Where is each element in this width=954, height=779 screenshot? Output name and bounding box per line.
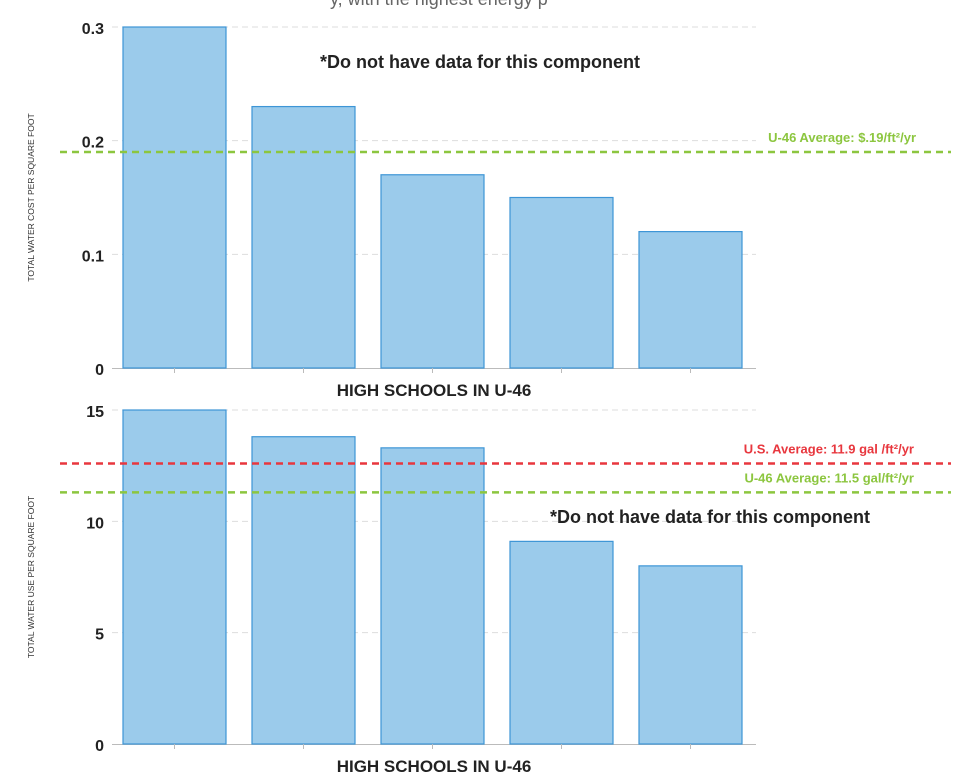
bar bbox=[380, 447, 485, 745]
no-data-note: *Do not have data for this component bbox=[320, 52, 640, 72]
y-axis-label: TOTAL WATER COST PER SQUARE FOOT bbox=[26, 113, 36, 281]
y-tick-label: 5 bbox=[95, 627, 104, 644]
reference-line-label: U-46 Average: $.19/ft²/yr bbox=[768, 130, 916, 145]
reference-line-label: U.S. Average: 11.9 gal /ft²/yr bbox=[744, 441, 914, 456]
y-tick-label: 15 bbox=[86, 404, 104, 421]
bar bbox=[638, 231, 743, 369]
y-axis-label: TOTAL WATER USE PER SQUARE FOOT bbox=[26, 496, 36, 658]
bar bbox=[251, 436, 356, 745]
no-data-note: *Do not have data for this component bbox=[550, 507, 870, 527]
bar bbox=[251, 105, 356, 369]
bar bbox=[509, 196, 614, 369]
bar bbox=[380, 174, 485, 369]
bar bbox=[509, 540, 614, 745]
bar bbox=[638, 565, 743, 745]
y-tick-label: 0 bbox=[95, 738, 104, 755]
bar bbox=[122, 26, 227, 369]
water-cost-chart: 0 0.1 0.2 0.3 U-46 Average: $.19/ft²/yr *Do n… bbox=[26, 21, 951, 400]
y-tick-label: 0.1 bbox=[82, 248, 104, 265]
y-tick-label: 0.2 bbox=[82, 135, 104, 152]
x-axis-label: HIGH SCHOOLS IN U-46 bbox=[337, 757, 532, 776]
y-tick-label: 0.3 bbox=[82, 21, 104, 38]
bar bbox=[122, 409, 227, 745]
reference-line-label: U-46 Average: 11.5 gal/ft²/yr bbox=[744, 470, 914, 485]
x-axis-label: HIGH SCHOOLS IN U-46 bbox=[337, 381, 532, 400]
cropped-header-text: y, with the highest energy p bbox=[330, 0, 548, 10]
water-use-chart: 0 5 10 15 U.S. Average: 11.9 gal /ft²/yr U-46… bbox=[26, 404, 951, 776]
y-tick-label: 10 bbox=[86, 515, 104, 532]
y-tick-label: 0 bbox=[95, 362, 104, 379]
